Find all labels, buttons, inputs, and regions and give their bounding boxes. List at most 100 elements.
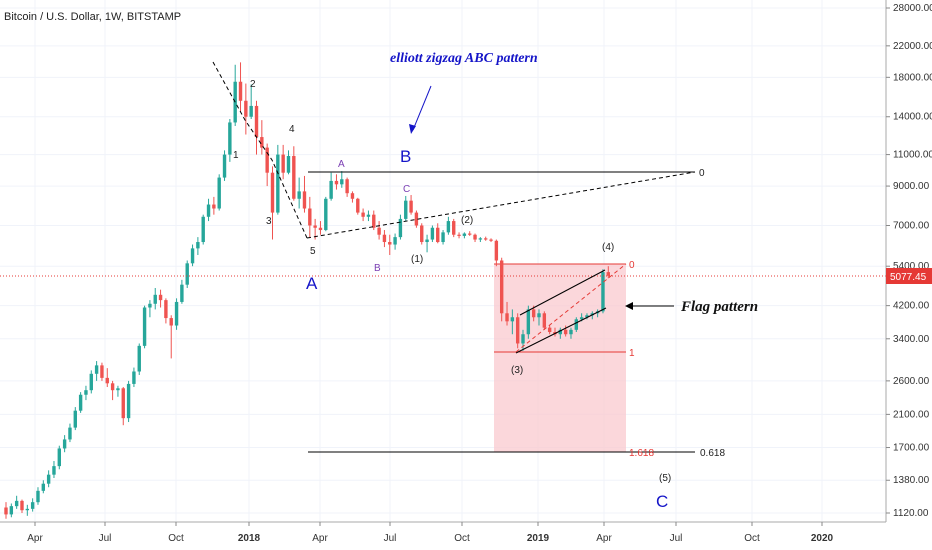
y-tick-label: 4200.00: [893, 301, 930, 312]
grid-lines: [0, 0, 886, 522]
y-tick-label: 5400.00: [893, 261, 930, 272]
candle-body: [260, 137, 264, 148]
candle-body: [388, 242, 392, 245]
candle-body: [302, 191, 307, 209]
candle-body: [329, 180, 333, 199]
candle-body: [142, 307, 147, 346]
candle-body: [84, 390, 88, 395]
wave-2-label: 2: [250, 79, 256, 90]
y-tick-label: 14000.00: [893, 112, 932, 123]
candle-body: [350, 193, 355, 199]
level-0618-label: 0.618: [700, 448, 725, 459]
sub-wave-c-label: C: [403, 184, 410, 195]
candle-body: [132, 371, 136, 384]
flag-label: Flag pattern: [680, 299, 758, 315]
candle-body: [185, 263, 189, 285]
wave-a-major: A: [306, 274, 318, 293]
candle-body: [46, 474, 51, 484]
candle-body: [169, 318, 173, 326]
x-tick-label: Oct: [744, 533, 760, 544]
candle-body: [372, 214, 376, 228]
candle-body: [308, 208, 312, 226]
candle-body: [286, 156, 291, 173]
candle-body: [57, 448, 61, 467]
candle-body: [334, 180, 339, 185]
candle-body: [41, 483, 46, 491]
fib-diagonal: [515, 263, 627, 353]
candle-body: [30, 502, 35, 509]
fib-1-label: 1: [629, 348, 635, 359]
candle-body: [366, 214, 371, 217]
y-tick-label: 2600.00: [893, 376, 930, 387]
sub-wave-a-label: A: [338, 159, 345, 170]
candle-body: [228, 122, 232, 155]
candle-body: [276, 154, 280, 213]
candle-body: [100, 365, 104, 378]
candle-body: [52, 466, 56, 475]
x-tick-label: Apr: [27, 533, 43, 544]
candle-body: [190, 248, 195, 264]
price-axis: 28000.00 22000.00 18000.00 14000.00 11000.00…: [886, 3, 932, 519]
candle-body: [409, 200, 413, 213]
candle-body: [14, 500, 19, 507]
candle-body: [313, 225, 317, 228]
wave-1-label: 1: [233, 150, 239, 161]
pattern-arrow-head: [409, 124, 416, 134]
candle-body: [153, 294, 157, 304]
candle-body: [116, 388, 120, 391]
candle-body: [382, 234, 387, 243]
y-tick-label: 28000.00: [893, 3, 932, 14]
candle-body: [137, 345, 141, 372]
candle-body: [94, 365, 99, 374]
candle-body: [473, 234, 477, 240]
count-2-label: (2): [461, 215, 473, 226]
candle-body: [318, 227, 323, 231]
pattern-arrow-line: [412, 85, 432, 131]
x-tick-label: Apr: [596, 533, 612, 544]
y-tick-label: 3400.00: [893, 334, 930, 345]
candle-body: [446, 221, 451, 233]
x-tick-label: Jul: [384, 533, 397, 544]
candle-body: [579, 317, 584, 320]
count-4-label: (4): [602, 242, 614, 253]
candle-body: [212, 204, 216, 209]
candle-body: [201, 216, 205, 243]
candle-body: [393, 237, 397, 245]
fib-0-label: 0: [629, 260, 635, 271]
candle-body: [601, 272, 605, 312]
candle-body: [462, 233, 467, 236]
fib-1618-label: 1.618: [629, 448, 654, 459]
y-tick-label: 9000.00: [893, 181, 930, 192]
candle-body: [494, 240, 499, 261]
y-tick-label: 7000.00: [893, 220, 930, 231]
candle-body: [180, 284, 184, 302]
candle-body: [78, 394, 83, 411]
y-tick-label: 1120.00: [893, 508, 929, 519]
dashed-wave-line: [212, 61, 308, 239]
candle-body: [297, 191, 301, 199]
candle-body: [414, 212, 419, 226]
fib-extension-zone: [494, 264, 626, 452]
candle-body: [441, 232, 445, 243]
candle-body: [505, 313, 509, 322]
candle-body: [569, 329, 573, 335]
level-0-label: 0: [699, 168, 705, 179]
candle-body: [222, 154, 227, 178]
y-tick-label: 1380.00: [893, 475, 930, 486]
candle-body: [542, 313, 547, 328]
candle-body: [158, 294, 163, 301]
candle-body: [510, 317, 515, 322]
candle-body: [361, 212, 365, 217]
candle-body: [574, 319, 579, 330]
candle-body: [547, 327, 552, 333]
dashed-trend-line: [306, 171, 696, 239]
candle-body: [468, 233, 472, 235]
flag-arrow-head: [625, 302, 633, 310]
count-1-label: (1): [411, 254, 423, 265]
candle-body: [217, 177, 221, 209]
candle-body: [25, 508, 30, 511]
candle-body: [452, 221, 456, 235]
candle-body: [206, 204, 211, 217]
candle-body: [563, 329, 568, 335]
